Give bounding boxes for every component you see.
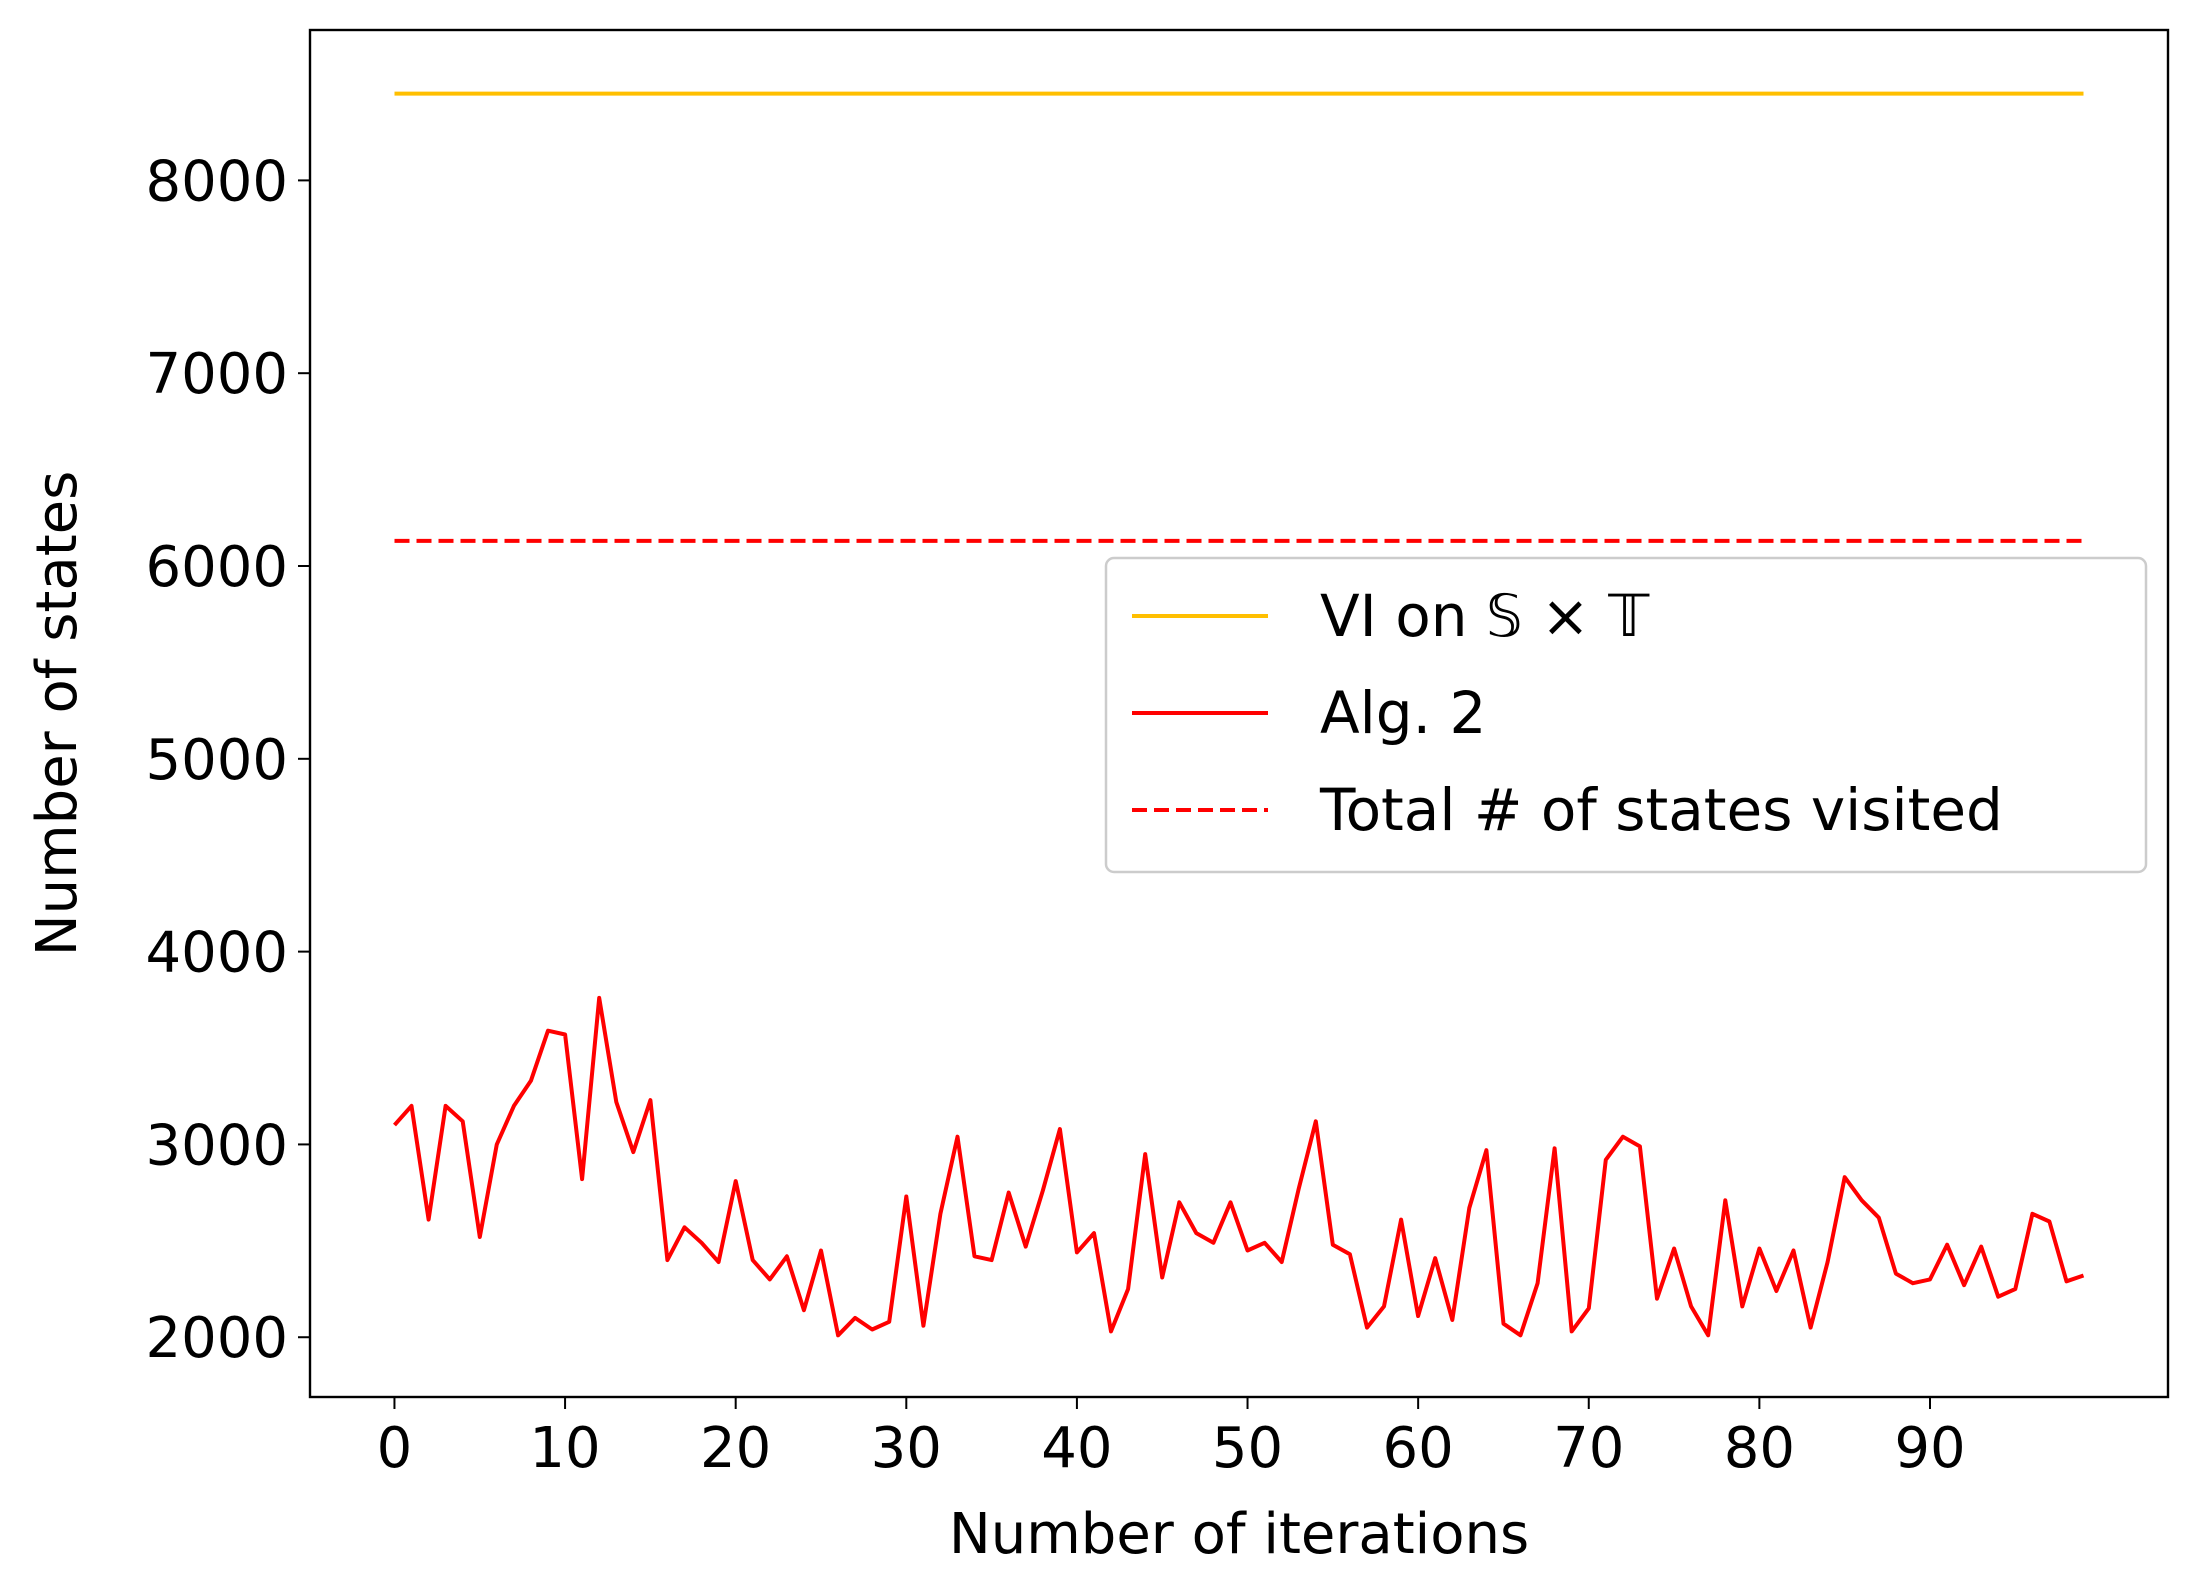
legend-box [1104,556,2148,874]
x-tick-label: 20 [700,1416,771,1481]
x-tick-label: 50 [1212,1416,1283,1481]
legend: VI on 𝕊 × 𝕋 Alg. 2 Total # of states visit… [1104,556,2148,874]
y-tick-label: 2000 [145,1306,288,1371]
y-tick-label: 6000 [145,535,288,600]
plot-frame [308,28,2170,1399]
legend-label: Total # of states visited [1319,776,2003,844]
y-axis-title: Number of states [25,471,90,957]
x-tick-label: 40 [1041,1416,1112,1481]
y-axis-ticks: 2000 3000 4000 5000 6000 7000 8000 [145,149,310,1371]
legend-label: Alg. 2 [1320,679,1486,747]
legend-label: VI on 𝕊 × 𝕋 [1320,582,1650,650]
x-tick-label: 0 [377,1416,413,1481]
x-tick-label: 10 [529,1416,600,1481]
x-tick-label: 90 [1894,1416,1965,1481]
x-tick-label: 70 [1553,1416,1624,1481]
x-tick-label: 30 [871,1416,942,1481]
y-tick-label: 5000 [145,728,288,793]
x-tick-label: 60 [1383,1416,1454,1481]
x-axis-title: Number of iterations [949,1502,1529,1567]
series-layer [393,91,2085,1338]
y-tick-label: 3000 [145,1113,288,1178]
y-tick-label: 8000 [145,149,288,214]
y-tick-label: 7000 [145,342,288,407]
alg2-series-line [393,995,2085,1338]
x-axis-ticks: 0 10 20 30 40 50 60 70 80 90 [377,1397,1966,1481]
x-tick-label: 80 [1724,1416,1795,1481]
y-tick-label: 4000 [145,921,288,986]
